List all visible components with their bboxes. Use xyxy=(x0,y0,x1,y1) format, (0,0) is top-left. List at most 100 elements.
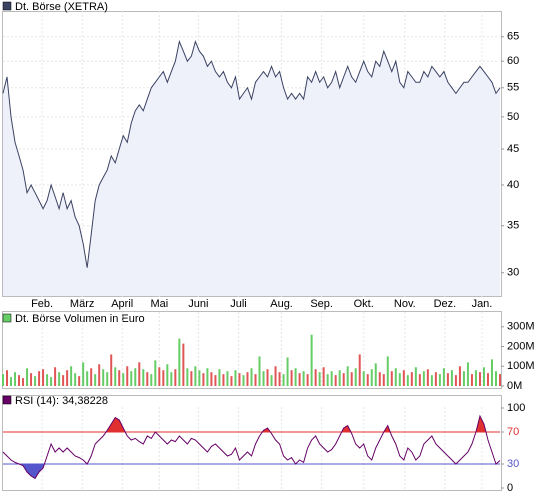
volume-bar xyxy=(46,374,49,386)
volume-bar xyxy=(482,367,485,386)
volume-bar xyxy=(194,366,197,386)
volume-bar xyxy=(442,368,445,386)
volume-bar xyxy=(6,370,9,386)
y-tick-label: 50 xyxy=(507,111,519,123)
volume-bar xyxy=(234,370,237,386)
x-tick-label: März xyxy=(70,298,94,310)
y-tick-label: 0 xyxy=(507,482,513,494)
y-tick-label: 40 xyxy=(507,179,519,191)
volume-bar xyxy=(94,374,97,386)
y-tick-label: 65 xyxy=(507,31,519,43)
y-tick-label: 30 xyxy=(507,458,519,470)
x-tick-label: Juni xyxy=(188,298,208,310)
legend-swatch xyxy=(2,1,12,11)
volume-bar xyxy=(238,373,241,386)
volume-bar xyxy=(458,366,461,386)
volume-bar xyxy=(130,371,133,386)
volume-bar xyxy=(158,367,161,386)
volume-bar xyxy=(434,372,437,386)
legend-label: Dt. Börse Volumen in Euro xyxy=(15,313,145,325)
volume-bar xyxy=(190,371,193,386)
volume-bar xyxy=(270,375,273,386)
volume-bar xyxy=(490,359,493,386)
volume-bar xyxy=(286,357,289,386)
x-tick-label: Nov. xyxy=(394,298,416,310)
y-tick-label: 70 xyxy=(507,426,519,438)
price-line xyxy=(2,39,501,268)
legend-swatch xyxy=(2,313,12,323)
volume-bar xyxy=(446,373,449,386)
volume-bar xyxy=(314,369,317,386)
y-tick-label: 30 xyxy=(507,267,519,279)
volume-bar xyxy=(486,373,489,386)
y-tick-label: 55 xyxy=(507,82,519,94)
volume-bar xyxy=(18,375,21,386)
volume-bar xyxy=(90,368,93,386)
volume-bar xyxy=(450,370,453,386)
volume-bar xyxy=(114,367,117,386)
volume-bar xyxy=(54,367,57,386)
volume-bar xyxy=(374,363,377,386)
volume-bar xyxy=(438,374,441,386)
volume-bar xyxy=(138,362,141,386)
volume-frame xyxy=(2,311,502,389)
volume-bar xyxy=(414,367,417,386)
volume-bar xyxy=(210,372,213,386)
volume-bar xyxy=(330,371,333,386)
volume-bar xyxy=(394,368,397,386)
volume-bar xyxy=(274,366,277,386)
volume-bar xyxy=(242,375,245,386)
x-tick-label: Dez. xyxy=(434,298,457,310)
volume-bar xyxy=(346,366,349,386)
volume-bar xyxy=(170,372,173,386)
x-tick-label: Okt. xyxy=(354,298,374,310)
volume-bar xyxy=(250,368,253,386)
volume-bar xyxy=(342,373,345,386)
volume-bar xyxy=(402,370,405,386)
volume-bar xyxy=(470,374,473,386)
volume-bar xyxy=(218,369,221,386)
volume-bar xyxy=(474,370,477,386)
legend-label: Dt. Börse (XETRA) xyxy=(15,1,108,13)
volume-bar xyxy=(2,374,4,386)
volume-bar xyxy=(202,373,205,386)
volume-bar xyxy=(74,373,77,386)
volume-bar xyxy=(42,369,45,386)
volume-bar xyxy=(150,374,153,386)
rsi-upper-fill xyxy=(3,416,500,432)
volume-bar xyxy=(326,374,329,386)
y-tick-label: 200M xyxy=(507,340,535,352)
volume-bar xyxy=(350,372,353,386)
volume-bar xyxy=(162,370,165,386)
volume-bar xyxy=(278,372,281,386)
volume-bar xyxy=(282,374,285,386)
price-frame xyxy=(2,11,502,297)
volume-bar xyxy=(494,371,497,386)
volume-bar xyxy=(366,374,369,386)
x-tick-label: Sep. xyxy=(310,298,333,310)
x-tick-label: Aug. xyxy=(270,298,293,310)
volume-bar xyxy=(430,375,433,386)
volume-bar xyxy=(98,364,101,386)
volume-bar xyxy=(334,375,337,386)
y-tick-label: 35 xyxy=(507,220,519,232)
x-tick-label: Juli xyxy=(230,298,247,310)
volume-bar xyxy=(178,338,181,386)
volume-bar xyxy=(266,369,269,386)
volume-bar xyxy=(30,373,33,386)
y-tick-label: 100 xyxy=(507,402,525,414)
volume-bar xyxy=(362,371,365,386)
volume-bar xyxy=(206,368,209,386)
volume-bar xyxy=(406,375,409,386)
y-tick-label: 45 xyxy=(507,143,519,155)
volume-bar xyxy=(338,370,341,386)
volume-bar xyxy=(302,371,305,386)
rsi-frame xyxy=(2,395,502,491)
volume-bar xyxy=(198,370,201,386)
volume-bar xyxy=(58,372,61,386)
rsi-line xyxy=(2,414,501,480)
volume-bar xyxy=(214,375,217,386)
volume-bar xyxy=(426,369,429,386)
volume-bar xyxy=(226,371,229,386)
